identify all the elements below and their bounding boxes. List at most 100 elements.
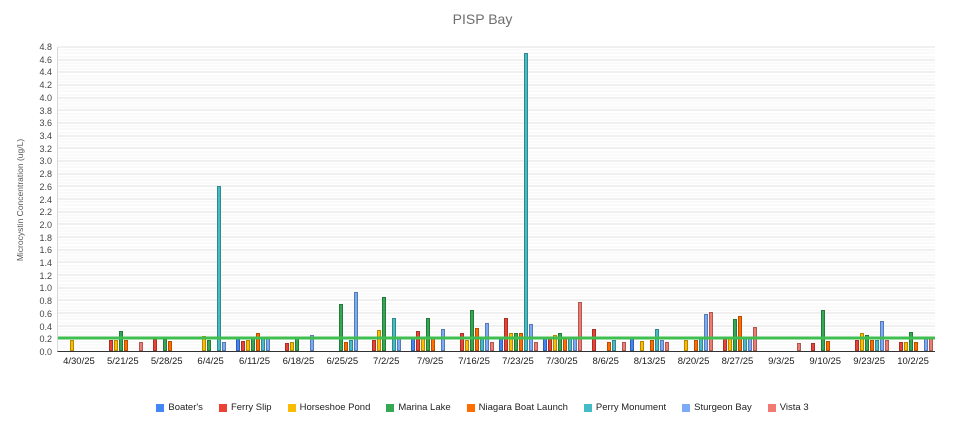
bar-vista-3[interactable] [490, 341, 495, 351]
bar-ferry-slip[interactable] [372, 339, 377, 351]
bar-ferry-slip[interactable] [591, 328, 596, 351]
bar-marina-lake[interactable] [206, 340, 211, 351]
bar-ferry-slip[interactable] [547, 337, 552, 351]
bar-boater-s[interactable] [498, 338, 503, 351]
bar-niagara-boat-launch[interactable] [562, 337, 567, 351]
bar-ferry-slip[interactable] [723, 338, 728, 351]
bar-ferry-slip[interactable] [109, 339, 114, 351]
bar-sturgeon-bay[interactable] [265, 338, 270, 351]
bar-perry-monument[interactable] [743, 338, 748, 351]
bar-sturgeon-bay[interactable] [879, 320, 884, 351]
bar-perry-monument[interactable] [480, 338, 485, 351]
bar-sturgeon-bay[interactable] [748, 338, 753, 351]
bar-marina-lake[interactable] [250, 337, 255, 351]
bar-horseshoe-pond[interactable] [465, 339, 470, 351]
bar-horseshoe-pond[interactable] [508, 333, 513, 351]
bar-perry-monument[interactable] [567, 338, 572, 351]
bar-ferry-slip[interactable] [810, 343, 815, 351]
bar-sturgeon-bay[interactable] [923, 338, 928, 351]
bar-vista-3[interactable] [884, 339, 889, 351]
bar-marina-lake[interactable] [119, 330, 124, 351]
legend-item-boater-s[interactable]: Boater's [156, 402, 203, 413]
bar-niagara-boat-launch[interactable] [606, 341, 611, 351]
bar-niagara-boat-launch[interactable] [825, 340, 830, 351]
bar-perry-monument[interactable] [260, 338, 265, 351]
bar-niagara-boat-launch[interactable] [694, 339, 699, 351]
bar-niagara-boat-launch[interactable] [913, 341, 918, 351]
legend-item-ferry-slip[interactable]: Ferry Slip [218, 402, 272, 413]
bar-sturgeon-bay[interactable] [397, 337, 402, 351]
bar-sturgeon-bay[interactable] [704, 314, 709, 351]
bar-perry-monument[interactable] [699, 338, 704, 351]
bar-boater-s[interactable] [630, 338, 635, 351]
bar-ferry-slip[interactable] [503, 318, 508, 351]
bar-marina-lake[interactable] [864, 335, 869, 351]
bar-ferry-slip[interactable] [240, 340, 245, 351]
bar-vista-3[interactable] [709, 311, 714, 351]
bar-vista-3[interactable] [665, 341, 670, 351]
bar-niagara-boat-launch[interactable] [255, 333, 260, 351]
bar-niagara-boat-launch[interactable] [431, 338, 436, 351]
bar-horseshoe-pond[interactable] [245, 339, 250, 351]
bar-niagara-boat-launch[interactable] [343, 341, 348, 351]
bar-horseshoe-pond[interactable] [728, 338, 733, 351]
bar-perry-monument[interactable] [611, 339, 616, 351]
bar-horseshoe-pond[interactable] [114, 339, 119, 351]
bar-marina-lake[interactable] [733, 319, 738, 351]
bar-marina-lake[interactable] [338, 303, 343, 351]
bar-vista-3[interactable] [577, 301, 582, 351]
bar-horseshoe-pond[interactable] [421, 337, 426, 351]
bar-boater-s[interactable] [542, 337, 547, 351]
bar-marina-lake[interactable] [294, 337, 299, 351]
bar-sturgeon-bay[interactable] [485, 322, 490, 351]
bar-marina-lake[interactable] [470, 309, 475, 351]
bar-marina-lake[interactable] [820, 309, 825, 351]
bar-niagara-boat-launch[interactable] [738, 316, 743, 351]
bar-horseshoe-pond[interactable] [201, 335, 206, 351]
bar-niagara-boat-launch[interactable] [168, 340, 173, 351]
bar-perry-monument[interactable] [216, 186, 221, 351]
bar-perry-monument[interactable] [523, 53, 528, 351]
bar-horseshoe-pond[interactable] [684, 339, 689, 351]
bar-marina-lake[interactable] [557, 333, 562, 351]
bar-ferry-slip[interactable] [416, 330, 421, 351]
bar-horseshoe-pond[interactable] [70, 340, 75, 351]
bar-marina-lake[interactable] [426, 318, 431, 351]
bar-horseshoe-pond[interactable] [859, 333, 864, 351]
bar-ferry-slip[interactable] [854, 339, 859, 351]
legend-item-marina-lake[interactable]: Marina Lake [386, 402, 451, 413]
bar-vista-3[interactable] [797, 342, 802, 351]
bar-vista-3[interactable] [533, 341, 538, 351]
legend-item-vista-3[interactable]: Vista 3 [767, 402, 809, 413]
bar-niagara-boat-launch[interactable] [650, 339, 655, 351]
legend-item-perry-monument[interactable]: Perry Monument [583, 402, 666, 413]
bar-boater-s[interactable] [411, 338, 416, 351]
bar-ferry-slip[interactable] [153, 338, 158, 351]
bar-ferry-slip[interactable] [898, 341, 903, 351]
legend-item-sturgeon-bay[interactable]: Sturgeon Bay [682, 402, 752, 413]
bar-horseshoe-pond[interactable] [903, 341, 908, 351]
bar-horseshoe-pond[interactable] [640, 340, 645, 351]
legend-item-horseshoe-pond[interactable]: Horseshoe Pond [287, 402, 370, 413]
bar-sturgeon-bay[interactable] [660, 339, 665, 351]
bar-boater-s[interactable] [235, 338, 240, 351]
bar-vista-3[interactable] [139, 341, 144, 351]
bar-marina-lake[interactable] [908, 332, 913, 351]
bar-sturgeon-bay[interactable] [572, 338, 577, 351]
bar-ferry-slip[interactable] [284, 343, 289, 351]
bar-perry-monument[interactable] [874, 339, 879, 351]
bar-sturgeon-bay[interactable] [309, 334, 314, 351]
bar-horseshoe-pond[interactable] [552, 335, 557, 351]
bar-horseshoe-pond[interactable] [289, 341, 294, 351]
bar-sturgeon-bay[interactable] [441, 328, 446, 351]
bar-sturgeon-bay[interactable] [221, 341, 226, 351]
bar-niagara-boat-launch[interactable] [518, 333, 523, 351]
bar-marina-lake[interactable] [513, 333, 518, 351]
bar-marina-lake[interactable] [382, 297, 387, 351]
bar-vista-3[interactable] [621, 341, 626, 351]
bar-horseshoe-pond[interactable] [377, 330, 382, 351]
bar-sturgeon-bay[interactable] [353, 292, 358, 351]
bar-vista-3[interactable] [928, 338, 933, 351]
bar-perry-monument[interactable] [655, 328, 660, 351]
bar-ferry-slip[interactable] [460, 333, 465, 351]
